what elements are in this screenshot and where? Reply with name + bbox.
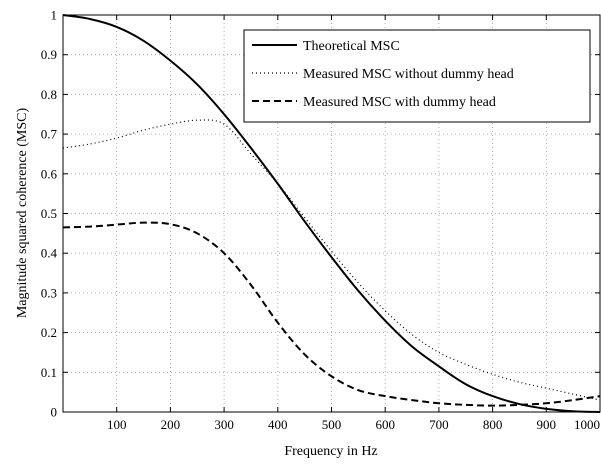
y-tick-label: 0.8 <box>41 87 57 102</box>
x-tick-label: 1000 <box>574 417 600 432</box>
y-tick-label: 1 <box>51 8 58 23</box>
y-tick-label: 0.4 <box>41 246 58 261</box>
y-tick-label: 0 <box>51 405 58 420</box>
tick-marks <box>63 14 601 413</box>
x-tick-label: 400 <box>268 417 288 432</box>
y-axis-label: Magnitude squared coherence (MSC) <box>15 108 30 319</box>
x-tick-label: 500 <box>322 417 342 432</box>
legend-label-theoretical: Theoretical MSC <box>303 39 400 54</box>
legend-label-with-dummy: Measured MSC with dummy head <box>303 95 496 110</box>
x-tick-label: 800 <box>483 417 503 432</box>
series-group <box>62 14 601 413</box>
x-axis-label: Frequency in Hz <box>284 444 377 459</box>
y-tick-label: 0.1 <box>41 365 57 380</box>
x-tick-label: 300 <box>214 417 234 432</box>
legend-label-without-dummy: Measured MSC without dummy head <box>303 67 514 82</box>
x-tick-label: 700 <box>429 417 449 432</box>
x-tick-label: 100 <box>107 417 127 432</box>
x-tick-label: 900 <box>537 417 557 432</box>
y-tick-label: 0.5 <box>41 206 57 221</box>
legend: Theoretical MSC Measured MSC without dum… <box>243 29 591 123</box>
x-tick-label: 200 <box>161 417 181 432</box>
series-with-dummy-head <box>62 221 601 407</box>
y-tick-label: 0.7 <box>41 127 58 142</box>
tick-labels: 100 200 300 400 500 600 700 800 900 1000 0 0.1 0.2 0.… <box>41 8 600 433</box>
y-tick-label: 0.3 <box>41 285 57 300</box>
x-tick-label: 600 <box>375 417 395 432</box>
y-tick-label: 0.6 <box>41 166 58 181</box>
y-tick-label: 0.9 <box>41 47 57 62</box>
y-tick-label: 0.2 <box>41 325 57 340</box>
legend-box <box>243 29 591 123</box>
series-theoretical-msc <box>62 14 601 413</box>
